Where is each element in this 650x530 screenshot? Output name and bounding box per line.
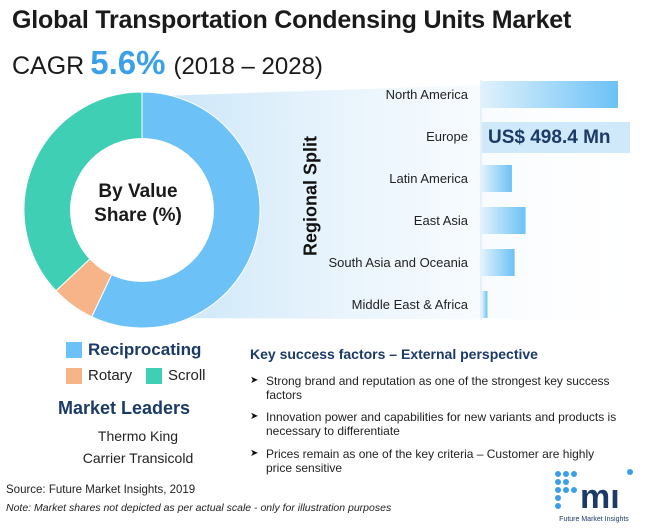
ksf-text-1: Strong brand and reputation as one of th… (266, 374, 610, 402)
forecast-period: (2018 – 2028) (173, 53, 323, 80)
region-label-north-america: North America (385, 87, 468, 102)
regional-split-axis-title: Regional Split (300, 135, 321, 257)
legend-label-reciprocating: Reciprocating (88, 340, 202, 359)
source-text: Source: Future Market Insights, 2019 (6, 484, 196, 496)
market-leader-2: Carrier Transicold (82, 450, 194, 466)
ksf-item-3: ➤ Prices remain as one of the key criter… (250, 447, 620, 475)
note-text: Note: Market shares not depicted as per … (6, 502, 392, 514)
market-leaders-title: Market Leaders (58, 398, 191, 418)
market-leader-1: Thermo King (97, 428, 179, 444)
legend-swatch-reciprocating (66, 342, 82, 358)
arrow-icon: ➤ (250, 448, 259, 459)
svg-text:mı: mı (580, 478, 620, 516)
region-bar-middle-east-africa (482, 291, 488, 318)
cagr-row: CAGR 5.6% (2018 – 2028) (12, 44, 323, 89)
region-bar-south-asia-and-oceania (482, 249, 515, 276)
region-label-east-asia: East Asia (413, 213, 468, 228)
ksf-text-3: Prices remain as one of the key criteria… (266, 447, 595, 475)
region-label-latin-america: Latin America (389, 171, 468, 186)
legend-label-rotary: Rotary (88, 367, 133, 384)
arrow-icon: ➤ (250, 411, 259, 422)
ksf-item-1: ➤ Strong brand and reputation as one of … (250, 374, 620, 402)
region-bar-north-america (482, 81, 618, 108)
legend-item-rotary: Rotary (66, 367, 132, 384)
fmi-logo-subtitle: Future Market Insights (559, 516, 629, 523)
donut-center-label: By Value Share (%) (94, 181, 182, 226)
fmi-logo-mark: mı (555, 469, 633, 516)
page-title: Global Transportation Condensing Units M… (12, 6, 572, 34)
region-label-middle-east-africa: Middle East & Africa (351, 297, 468, 312)
legend-swatch-rotary (66, 367, 82, 384)
legend-item-reciprocating: Reciprocating (66, 340, 201, 360)
europe-value-callout: US$ 498.4 Mn (482, 122, 630, 153)
legend-label-scroll: Scroll (168, 367, 206, 384)
cagr-value: 5.6% (90, 44, 166, 81)
legend-item-scroll: Scroll (146, 367, 206, 384)
legend-swatch-scroll (146, 367, 162, 384)
ksf-text-2: Innovation power and capabilities for ne… (266, 410, 617, 438)
value-share-donut (23, 91, 261, 329)
donut-hole (70, 138, 214, 282)
cagr-label: CAGR (12, 52, 85, 80)
region-bar-latin-america (482, 165, 512, 192)
region-bars (482, 81, 618, 318)
key-success-factors-title: Key success factors – External perspecti… (250, 346, 538, 362)
region-label-south-asia-and-oceania: South Asia and Oceania (328, 255, 469, 270)
ksf-item-2: ➤ Innovation power and capabilities for … (250, 410, 620, 438)
region-label-europe: Europe (426, 129, 468, 144)
region-bar-east-asia (482, 207, 526, 234)
arrow-icon: ➤ (250, 375, 259, 386)
fmi-logo: mı Future Market Insights (544, 458, 644, 528)
